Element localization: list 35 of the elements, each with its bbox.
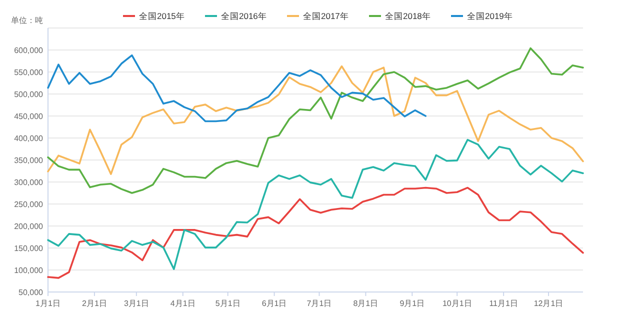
y-tick-label: 400,000 xyxy=(14,134,44,143)
y-tick-label: 550,000 xyxy=(14,68,44,77)
legend-label: 全国2019年 xyxy=(467,10,513,21)
line-series xyxy=(47,138,584,270)
x-tick-label: 3月1日 xyxy=(124,299,149,308)
y-tick-label: 600,000 xyxy=(14,46,44,55)
x-tick-label: 6月1日 xyxy=(262,299,287,308)
x-tick-label: 8月1日 xyxy=(353,299,378,308)
x-tick-label: 4月1日 xyxy=(170,299,196,308)
line-series xyxy=(47,47,584,194)
x-tick-label: 9月1日 xyxy=(400,299,425,308)
y-tick-label: 100,000 xyxy=(14,266,44,275)
x-tick-label: 7月1日 xyxy=(306,299,332,308)
x-tick-label: 5月1日 xyxy=(215,299,240,308)
x-tick-label: 10月1日 xyxy=(442,299,472,308)
y-tick-label: 250,000 xyxy=(14,200,44,209)
y-tick-label: 200,000 xyxy=(14,222,44,231)
legend-label: 全国2018年 xyxy=(385,10,431,21)
y-tick-label: 450,000 xyxy=(14,112,44,121)
legend-label: 全国2017年 xyxy=(303,10,349,21)
x-tick-label: 11月1日 xyxy=(489,299,518,308)
y-tick-label: 150,000 xyxy=(14,244,44,253)
y-tick-label: 300,000 xyxy=(14,178,44,187)
x-tick-label: 12月1日 xyxy=(534,299,564,308)
y-tick-label: 350,000 xyxy=(14,156,44,165)
legend-label: 全国2016年 xyxy=(221,10,267,21)
x-tick-label: 1月1日 xyxy=(36,299,60,308)
y-tick-label: 50,000 xyxy=(18,288,44,297)
line-series xyxy=(47,65,584,175)
x-tick-label: 2月1日 xyxy=(82,299,107,308)
legend-label: 全国2015年 xyxy=(139,10,185,21)
line-series xyxy=(47,54,427,122)
y-tick-label: 500,000 xyxy=(14,90,44,99)
line-series xyxy=(47,186,584,279)
y-axis-title: 单位：吨 xyxy=(11,16,43,25)
